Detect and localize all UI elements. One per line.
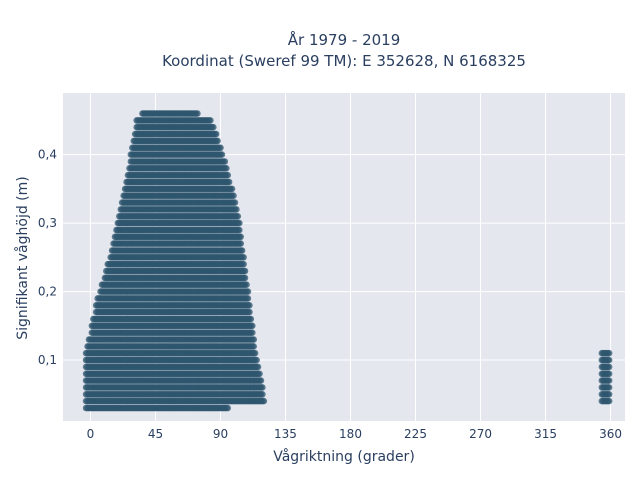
data-point — [240, 253, 247, 261]
data-point — [244, 295, 252, 302]
data-point — [238, 247, 246, 254]
data-point — [257, 377, 265, 384]
data-point — [605, 384, 613, 391]
data-point — [234, 213, 242, 220]
x-tick-label: 180 — [339, 427, 362, 441]
data-point — [244, 288, 252, 295]
x-tick-label: 315 — [534, 427, 557, 441]
x-axis-title: Vågriktning (grader) — [273, 448, 415, 465]
data-point — [250, 343, 257, 350]
data-point — [210, 123, 217, 131]
data-point — [259, 384, 266, 391]
data-point — [237, 233, 244, 241]
data-point — [605, 377, 613, 384]
x-tick-label: 270 — [469, 427, 492, 441]
chart-title-line-2: Koordinat (Sweref 99 TM): E 352628, N 61… — [162, 52, 526, 70]
data-point — [246, 302, 253, 309]
data-point — [224, 171, 231, 179]
data-point — [221, 158, 229, 165]
data-point — [207, 117, 214, 124]
data-point — [218, 151, 226, 158]
data-point — [212, 130, 220, 138]
data-point — [224, 404, 231, 412]
data-point — [250, 336, 257, 343]
data-point — [605, 349, 613, 357]
data-point — [243, 281, 250, 289]
data-point — [253, 356, 260, 364]
data-point — [236, 219, 243, 227]
data-point — [236, 226, 243, 234]
data-point — [605, 391, 613, 398]
data-point — [247, 315, 255, 323]
data-point — [241, 274, 249, 282]
data-point — [194, 110, 201, 117]
y-tick-labels: 0,1 0,2 0,3 0,4 — [38, 148, 57, 367]
data-point — [605, 356, 613, 364]
x-tick-label: 45 — [148, 427, 163, 441]
x-tick-labels: 0 45 90 135 180 225 270 315 360 — [87, 427, 622, 441]
data-point — [246, 308, 253, 316]
data-point — [214, 137, 221, 145]
data-point — [605, 370, 613, 378]
data-point — [230, 192, 237, 199]
data-point — [237, 240, 244, 247]
data-point — [225, 178, 233, 186]
data-point — [605, 363, 613, 371]
data-point — [217, 144, 224, 152]
x-tick-label: 90 — [213, 427, 228, 441]
data-point — [249, 329, 256, 337]
x-tick-label: 0 — [87, 427, 95, 441]
chart-title-line-1: År 1979 - 2019 — [288, 30, 401, 49]
data-point — [240, 260, 247, 268]
data-point — [605, 397, 613, 405]
data-point — [228, 185, 236, 193]
data-point — [256, 370, 263, 378]
data-point — [231, 199, 239, 206]
y-axis-title: Signifikant våghöjd (m) — [14, 176, 31, 339]
data-point — [259, 391, 266, 398]
data-point — [223, 165, 230, 172]
data-point — [260, 397, 268, 405]
data-points — [82, 110, 613, 412]
x-tick-label: 360 — [599, 427, 622, 441]
data-point — [251, 349, 259, 357]
y-tick-label: 0,3 — [38, 216, 57, 230]
x-tick-label: 135 — [274, 427, 297, 441]
y-tick-label: 0,4 — [38, 148, 57, 162]
x-tick-label: 225 — [404, 427, 427, 441]
data-point — [233, 206, 240, 213]
data-point — [254, 363, 262, 371]
y-tick-label: 0,2 — [38, 285, 57, 299]
y-tick-label: 0,1 — [38, 353, 57, 367]
data-point — [249, 322, 256, 330]
data-point — [241, 267, 249, 275]
